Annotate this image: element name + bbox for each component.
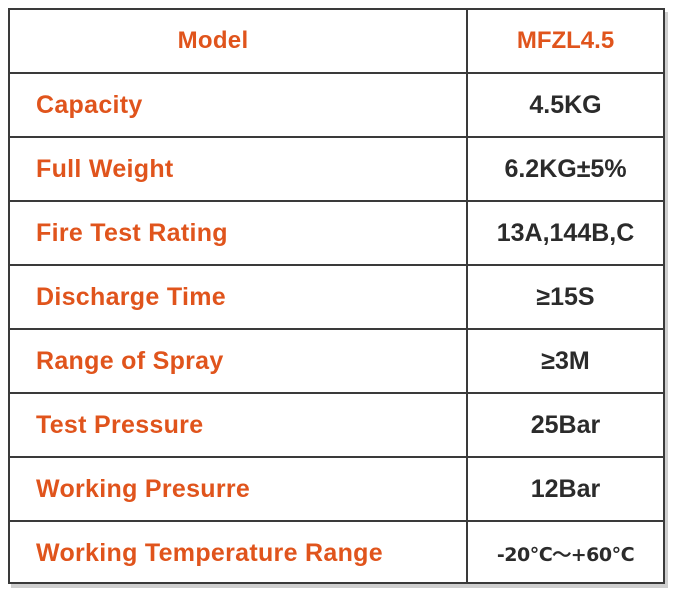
row-value: 12Bar [530, 474, 601, 503]
label-cell: Working Temperature Range [10, 522, 468, 584]
row-label: Full Weight [36, 154, 174, 183]
table-row-full-weight: Full Weight 6.2KG±5% [10, 136, 663, 200]
table-row-test-pressure: Test Pressure 25Bar [10, 392, 663, 456]
table-row-fire-test-rating: Fire Test Rating 13A,144B,C [10, 200, 663, 264]
specification-table: Model MFZL4.5 Capacity 4.5KG Full Weight… [8, 8, 665, 584]
table-row-working-temperature-range: Working Temperature Range -20℃～+60℃ [10, 520, 663, 584]
row-value: -20℃～+60℃ [496, 543, 635, 566]
header-value-cell: MFZL4.5 [468, 10, 663, 72]
row-value: 13A,144B,C [496, 218, 635, 247]
row-value: 4.5KG [529, 90, 602, 119]
row-label: Capacity [36, 90, 143, 119]
row-label: Fire Test Rating [36, 218, 228, 247]
row-label: Discharge Time [36, 282, 226, 311]
label-cell: Full Weight [10, 138, 468, 200]
value-cell: 4.5KG [468, 74, 663, 136]
table-header-row: Model MFZL4.5 [10, 10, 663, 72]
row-value: ≥3M [541, 346, 590, 375]
label-cell: Test Pressure [10, 394, 468, 456]
table-row-capacity: Capacity 4.5KG [10, 72, 663, 136]
label-cell: Discharge Time [10, 266, 468, 328]
row-value: 6.2KG±5% [504, 154, 627, 183]
value-cell: 12Bar [468, 458, 663, 520]
row-label: Working Temperature Range [36, 538, 383, 567]
table-row-range-of-spray: Range of Spray ≥3M [10, 328, 663, 392]
label-cell: Range of Spray [10, 330, 468, 392]
value-cell: 6.2KG±5% [468, 138, 663, 200]
label-cell: Working Presurre [10, 458, 468, 520]
row-label: Working Presurre [36, 474, 251, 503]
table-row-discharge-time: Discharge Time ≥15S [10, 264, 663, 328]
value-cell: ≥3M [468, 330, 663, 392]
header-label-cell: Model [10, 10, 468, 72]
value-cell: ≥15S [468, 266, 663, 328]
row-label: Test Pressure [36, 410, 204, 439]
value-cell: 25Bar [468, 394, 663, 456]
label-cell: Capacity [10, 74, 468, 136]
row-label: Range of Spray [36, 346, 224, 375]
value-cell: -20℃～+60℃ [468, 522, 663, 584]
label-cell: Fire Test Rating [10, 202, 468, 264]
header-value: MFZL4.5 [516, 27, 615, 54]
row-value: 25Bar [530, 410, 601, 439]
header-label: Model [177, 27, 249, 54]
value-cell: 13A,144B,C [468, 202, 663, 264]
table-row-working-pressure: Working Presurre 12Bar [10, 456, 663, 520]
row-value: ≥15S [536, 282, 595, 311]
